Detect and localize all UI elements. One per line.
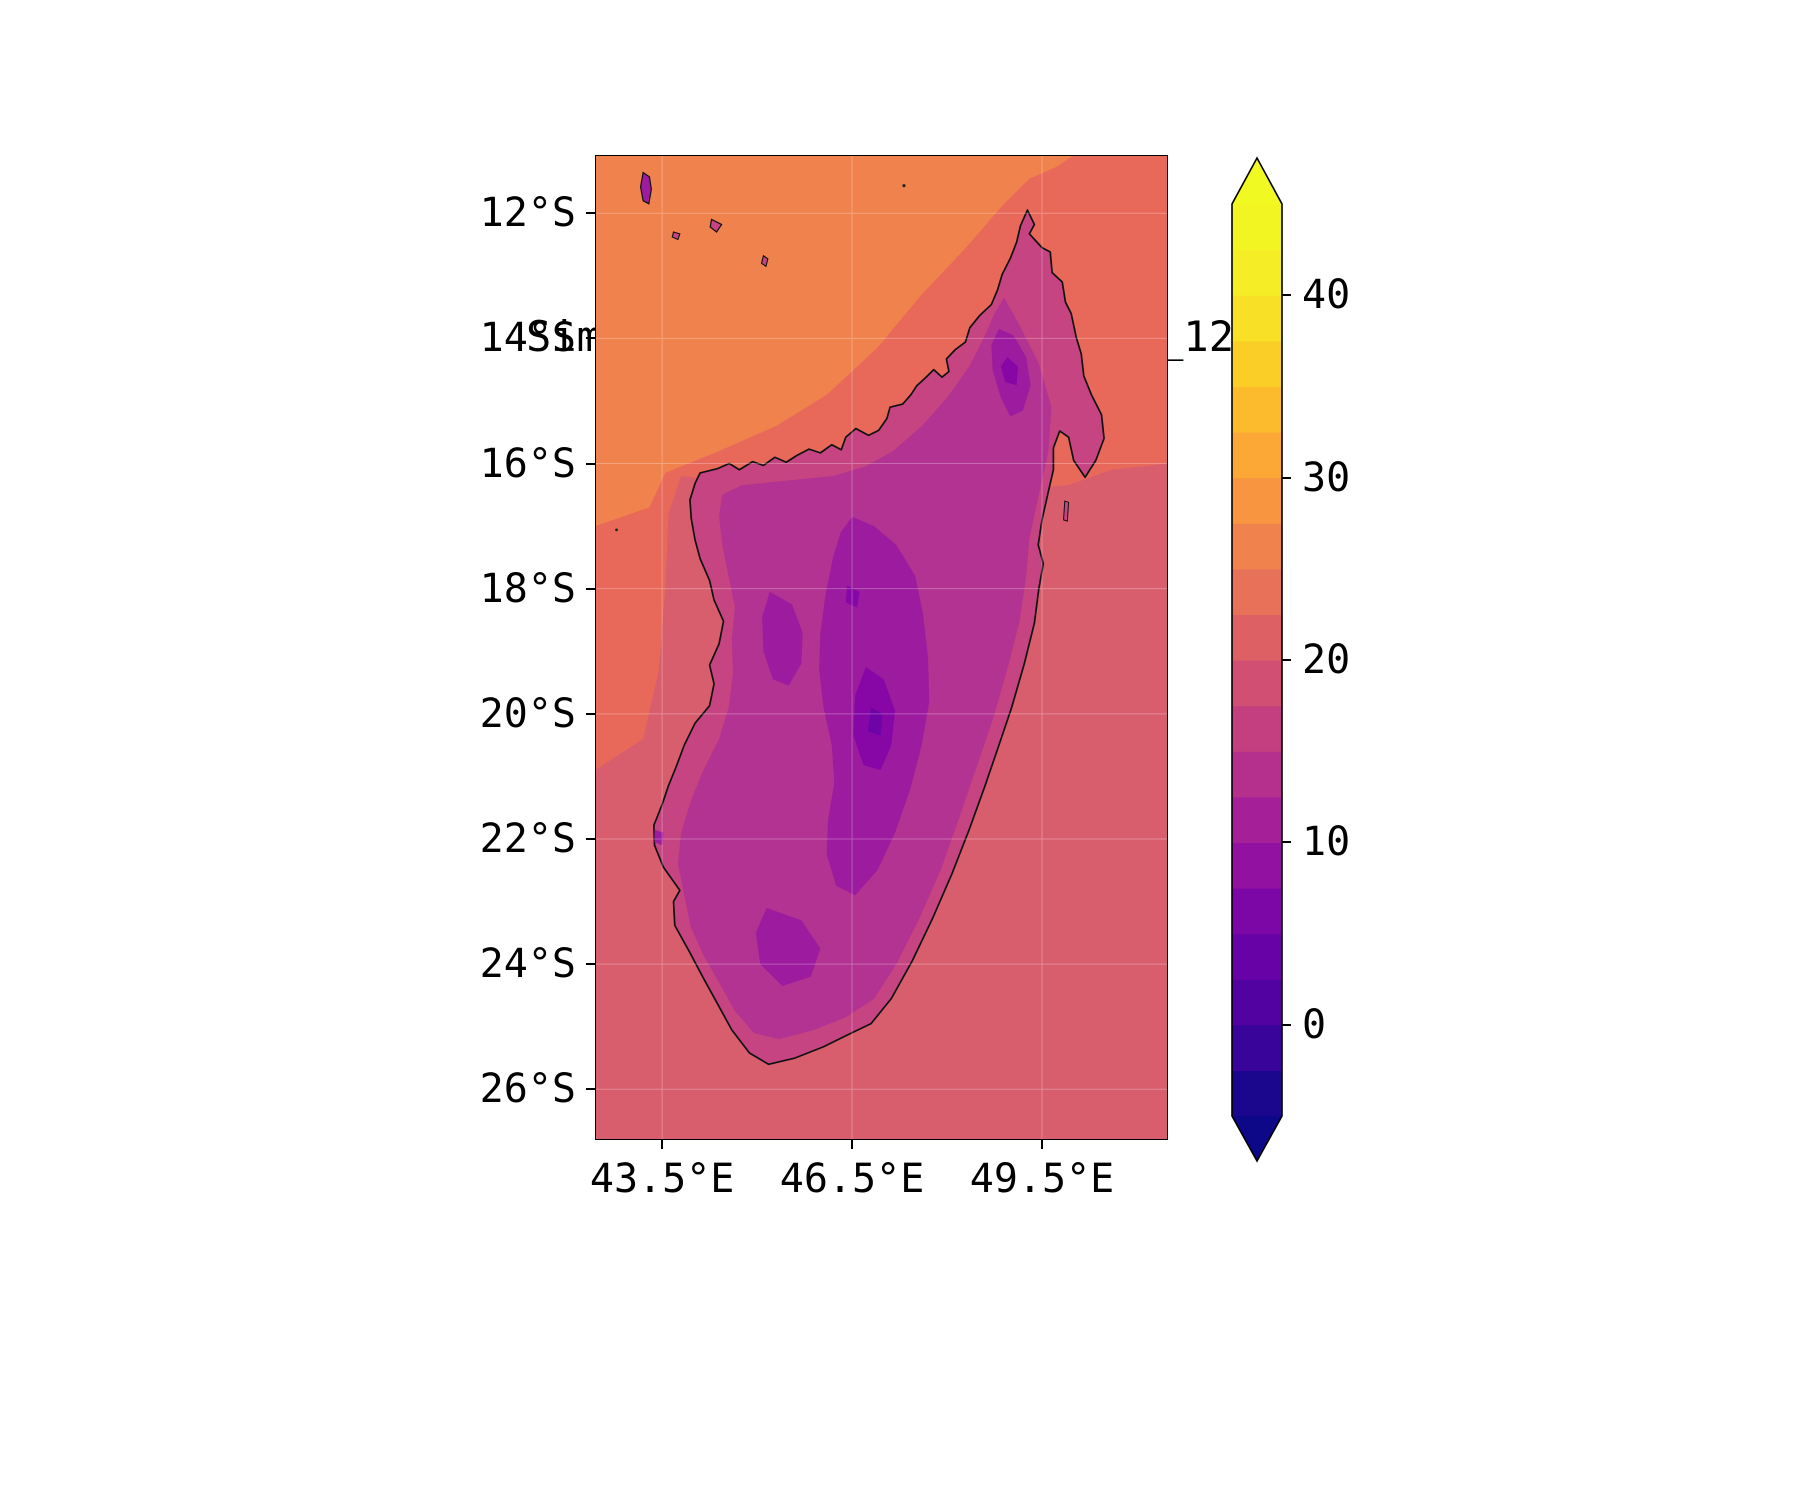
colorbar-band: [1232, 523, 1282, 570]
colorbar: [1231, 156, 1283, 1163]
colorbar-under-arrow: [1232, 1116, 1282, 1161]
y-tick-label: 20°S: [479, 690, 576, 737]
y-tick-label: 16°S: [479, 440, 576, 487]
x-tick-label: 49.5°E: [969, 1156, 1115, 1202]
colorbar-band: [1232, 705, 1282, 752]
colorbar-tick-mark: [1282, 476, 1291, 479]
western-highland-region: [762, 591, 803, 686]
gridlines: [595, 155, 1168, 1140]
small-cold-core: [845, 585, 860, 608]
grande-comore-island: [641, 173, 652, 204]
y-tick-mark: [586, 963, 595, 966]
north-cold-core: [1000, 357, 1018, 386]
colorbar-band: [1232, 295, 1282, 342]
colorbar-outline: [1231, 156, 1283, 1163]
colorbar-bands: [1232, 204, 1282, 1117]
temperature-map: [595, 155, 1168, 1140]
colorbar-band: [1232, 386, 1282, 433]
colorbar-band: [1232, 568, 1282, 615]
colorbar-band: [1232, 1024, 1282, 1071]
y-tick-mark: [586, 212, 595, 215]
x-tick-label: 43.5°E: [589, 1156, 735, 1202]
colorbar-band: [1232, 660, 1282, 707]
colorbar-band: [1232, 796, 1282, 843]
mayotte-island: [762, 256, 768, 267]
y-tick-mark: [586, 837, 595, 840]
colorbar-band: [1232, 888, 1282, 935]
y-tick-mark: [586, 587, 595, 590]
colorbar-tick-label: 0: [1302, 1001, 1327, 1048]
westcoast-cool-spot: [654, 829, 664, 846]
juan-de-nova-speck: [615, 528, 618, 532]
colorbar-tick-mark: [1282, 841, 1291, 844]
colorbar-band: [1232, 842, 1282, 889]
sainte-marie-islet: [1064, 501, 1069, 521]
colorbar-tick-label: 10: [1302, 819, 1351, 866]
anjouan-island: [710, 219, 721, 232]
colorbar-band: [1232, 1070, 1282, 1117]
colorbar-tick-mark: [1282, 1023, 1291, 1026]
colorbar-band: [1232, 249, 1282, 296]
y-tick-mark: [586, 337, 595, 340]
y-tick-label: 22°S: [479, 815, 576, 862]
y-tick-label: 12°S: [479, 190, 576, 237]
ocean-northwest-region: [595, 155, 1074, 527]
colorbar-band: [1232, 933, 1282, 980]
y-tick-label: 14°S: [479, 315, 576, 362]
colorbar-band: [1232, 204, 1282, 251]
colorbar-band: [1232, 432, 1282, 479]
colorbar-band: [1232, 340, 1282, 387]
x-tick-mark: [851, 1140, 854, 1149]
colorbar-over-arrow: [1232, 158, 1282, 204]
y-tick-label: 18°S: [479, 565, 576, 612]
colorbar-tick-label: 30: [1302, 454, 1351, 501]
x-tick-mark: [1041, 1140, 1043, 1149]
x-tick-mark: [661, 1140, 664, 1149]
colorbar-tick-mark: [1282, 294, 1291, 297]
coldest-core: [867, 707, 883, 736]
x-tick-label: 46.5°E: [779, 1156, 925, 1202]
colorbar-band: [1232, 751, 1282, 798]
y-tick-mark: [586, 1088, 595, 1091]
y-tick-label: 26°S: [479, 1066, 576, 1113]
y-tick-mark: [586, 462, 595, 465]
colorbar-tick-label: 40: [1302, 272, 1351, 319]
colorbar-band: [1232, 614, 1282, 661]
glorioso-speck: [902, 184, 906, 188]
southern-highland-region: [755, 907, 821, 987]
moheli-island: [672, 232, 680, 240]
y-tick-label: 24°S: [479, 941, 576, 988]
colorbar-band: [1232, 979, 1282, 1026]
colorbar-tick-mark: [1282, 659, 1291, 661]
y-tick-mark: [586, 712, 595, 715]
colorbar-tick-label: 20: [1302, 637, 1351, 683]
colorbar-band: [1232, 477, 1282, 524]
